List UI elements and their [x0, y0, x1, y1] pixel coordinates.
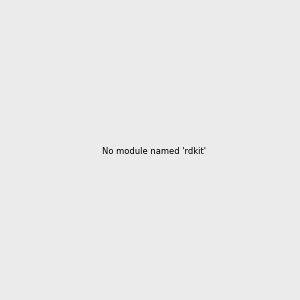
Text: No module named 'rdkit': No module named 'rdkit' [102, 147, 206, 156]
